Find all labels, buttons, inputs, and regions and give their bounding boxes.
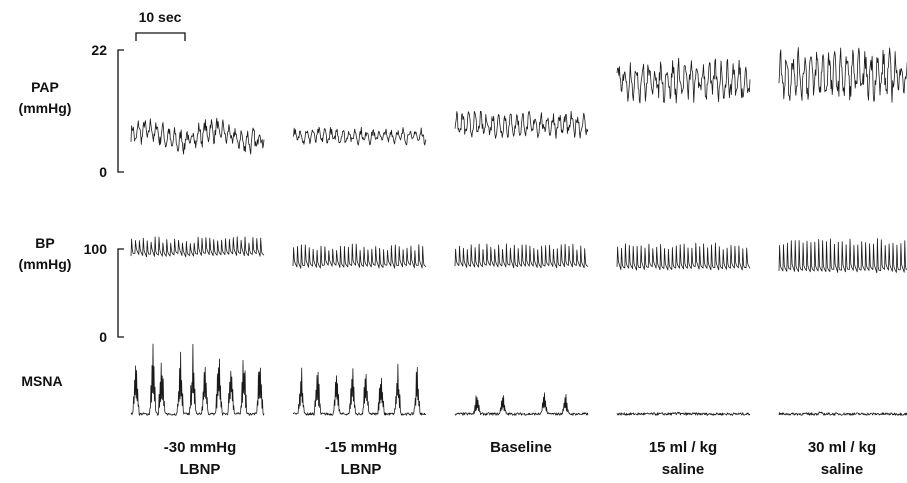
pap-trace-condition-1 xyxy=(130,117,265,155)
condition-2-line2: LBNP xyxy=(341,461,382,478)
bp-label: BP xyxy=(35,235,54,251)
bp-tick-0: 0 xyxy=(99,329,107,345)
pap-label: PAP xyxy=(31,79,59,95)
pap-tick-22: 22 xyxy=(91,42,107,58)
condition-4-line1: 15 ml / kg xyxy=(649,439,717,456)
pap-tick-0: 0 xyxy=(99,164,107,180)
bp-trace-condition-2 xyxy=(292,243,427,269)
scale-bar-bracket xyxy=(135,32,186,41)
bp-trace-condition-4 xyxy=(616,242,751,271)
pap-traces xyxy=(130,47,907,155)
condition-5-line1: 30 ml / kg xyxy=(808,439,876,456)
condition-1-line2: LBNP xyxy=(180,461,221,478)
pap-trace-condition-5 xyxy=(778,47,907,103)
bp-trace-condition-3 xyxy=(454,243,589,269)
pap-trace-condition-4 xyxy=(616,57,751,104)
msna-trace-condition-5 xyxy=(778,411,907,416)
msna-traces xyxy=(130,343,907,416)
condition-5-line2: saline xyxy=(821,461,864,478)
condition-3-line1: Baseline xyxy=(490,439,552,456)
scale-bar-label: 10 sec xyxy=(139,9,182,25)
msna-trace-condition-1 xyxy=(130,343,265,416)
bp-traces xyxy=(130,236,907,274)
bp-trace-condition-1 xyxy=(130,236,265,258)
pap-unit-label: (mmHg) xyxy=(19,100,72,116)
pap-y-axis xyxy=(117,49,124,173)
msna-trace-condition-2 xyxy=(292,363,427,416)
msna-trace-condition-3 xyxy=(454,392,589,416)
time-scale-bar: 10 sec xyxy=(135,9,186,41)
bp-y-axis xyxy=(117,248,124,338)
bp-unit-label: (mmHg) xyxy=(19,256,72,272)
bp-trace-condition-5 xyxy=(778,238,907,274)
condition-labels: -30 mmHg LBNP -15 mmHg LBNP Baseline 15 … xyxy=(164,439,876,478)
msna-trace-condition-4 xyxy=(616,411,751,416)
condition-2-line1: -15 mmHg xyxy=(325,439,398,456)
pap-trace-condition-3 xyxy=(454,110,589,139)
msna-label: MSNA xyxy=(21,373,62,389)
bp-tick-100: 100 xyxy=(84,241,108,257)
condition-4-line2: saline xyxy=(662,461,705,478)
condition-1-line1: -30 mmHg xyxy=(164,439,237,456)
pap-trace-condition-2 xyxy=(292,126,427,146)
